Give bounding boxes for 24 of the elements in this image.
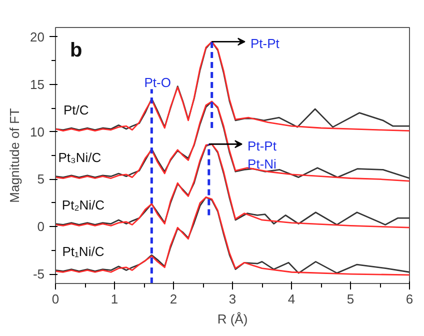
x-tick-label: 2 bbox=[170, 292, 178, 306]
y-tick-label: 10 bbox=[30, 124, 45, 140]
annotation: b bbox=[70, 39, 82, 62]
annotation: Pt-O bbox=[144, 74, 171, 90]
x-tick-label: 3 bbox=[228, 292, 236, 306]
x-tick-label: 1 bbox=[110, 292, 118, 306]
y-axis-title: Magnitude of FT bbox=[7, 108, 22, 203]
x-tick-label: 0 bbox=[52, 292, 60, 306]
annotation: Pt/C bbox=[64, 102, 89, 118]
annotation: Pt₃Ni/C bbox=[58, 150, 102, 165]
annotation: Pt-Pt bbox=[248, 138, 277, 154]
y-tick-label: 15 bbox=[30, 76, 45, 92]
x-axis-title: R (Å) bbox=[217, 312, 248, 326]
y-tick-label: 5 bbox=[37, 172, 45, 187]
annotation: Pt-Pt bbox=[250, 36, 280, 52]
y-tick-label: -5 bbox=[32, 266, 45, 282]
annotation: Pt₁Ni/C bbox=[62, 244, 104, 259]
annotation: Pt₂Ni/C bbox=[62, 197, 105, 212]
annotation: Pt-Ni bbox=[248, 156, 277, 172]
x-tick-label: 5 bbox=[346, 292, 354, 306]
y-tick-label: 0 bbox=[37, 219, 45, 234]
x-tick-label: 4 bbox=[288, 292, 296, 306]
y-tick-label: 20 bbox=[30, 29, 45, 44]
x-tick-label: 6 bbox=[406, 292, 414, 306]
